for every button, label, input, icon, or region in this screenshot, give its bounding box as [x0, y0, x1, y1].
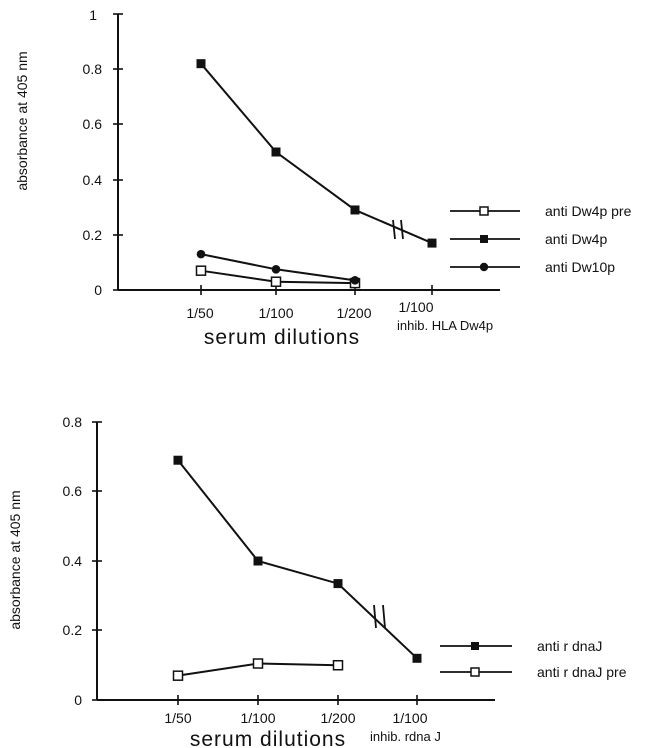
chart-1-y-axis-title: absorbance at 405 nm [14, 51, 30, 190]
chart-1-legend-marker [479, 262, 489, 272]
chart-1-x-tick-label: 1/50 [186, 305, 213, 321]
chart-1-legend-marker [480, 235, 488, 243]
chart-1-legend-label: anti Dw4p [545, 231, 607, 247]
chart-1-legend-label: anti Dw10p [545, 259, 615, 275]
chart-2-y-tick-label: 0.2 [63, 622, 83, 638]
chart-1-data-point [350, 205, 360, 215]
chart-2-axis-break [382, 604, 386, 629]
chart-1-data-point [427, 238, 437, 248]
chart-1-data-point [270, 276, 282, 287]
chart-2-x-tick-label: 1/100 [240, 710, 275, 726]
chart-1-y-tick-label: 0.4 [83, 172, 103, 188]
chart-1-data-point [271, 265, 281, 274]
chart-1-series-group [195, 59, 437, 289]
chart-1-y-tick-label: 0 [94, 282, 102, 298]
chart-2-x-tick-label: 1/100 [392, 710, 427, 726]
chart-1-y-tick-label: 0.8 [83, 61, 103, 77]
chart-2-y-axis-title: absorbance at 405 nm [7, 490, 23, 629]
chart-1-y-tick-label: 0.6 [83, 116, 103, 132]
chart-1-axis-break [392, 219, 396, 240]
chart-1-y-tick-label: 0.2 [83, 227, 103, 243]
chart-1-x-tick-label: 1/100 [258, 305, 293, 321]
chart-1-data-point [350, 276, 360, 285]
chart-2-data-point [253, 556, 263, 566]
chart-2-axis-break [373, 604, 377, 629]
chart-1: 0 0.2 0.4 0.6 0.8 1 1/50 1/100 1/200 1/1… [14, 7, 632, 349]
chart-2-legend-marker [471, 642, 479, 650]
chart-2-data-point [173, 455, 183, 465]
chart-2-data-point [252, 658, 264, 669]
chart-1-x-axis-title: serum dilutions [204, 326, 360, 349]
chart-2-data-point [333, 579, 343, 589]
chart-2-y-tick-label: 0.6 [63, 483, 83, 499]
chart-1-x-tick-label: 1/100 [398, 299, 433, 315]
chart-2-series-line [177, 459, 418, 660]
chart-1-y-tick-label: 1 [89, 7, 97, 23]
chart-2-y-tick-label: 0 [74, 692, 82, 708]
chart-2-y-tick-label: 0.8 [63, 414, 83, 430]
chart-1-data-point [271, 147, 281, 157]
chart-2: 0 0.2 0.4 0.6 0.8 1/50 1/100 1/200 1/100… [7, 414, 627, 748]
chart-2-legend-label: anti r dnaJ pre [537, 664, 627, 680]
chart-1-legend: anti Dw4p pre anti Dw4p anti Dw10p [450, 203, 632, 275]
chart-1-x-note: inhib. HLA Dw4p [397, 318, 493, 333]
chart-2-legend-marker [470, 667, 480, 677]
chart-2-x-axis-title: serum dilutions [190, 728, 346, 748]
chart-2-data-point [332, 660, 344, 671]
chart-2-x-tick-label: 1/50 [164, 710, 191, 726]
chart-2-y-tick-label: 0.4 [63, 553, 83, 569]
chart-2-series-group [172, 455, 422, 681]
chart-1-x-tick-label: 1/200 [336, 305, 371, 321]
chart-1-data-point [196, 249, 206, 259]
chart-1-series-line [200, 63, 433, 244]
chart-2-legend: anti r dnaJ anti r dnaJ pre [440, 638, 627, 680]
chart-1-legend-marker [479, 206, 489, 216]
chart-2-x-note: inhib. rdna J [370, 729, 441, 744]
chart-1-legend-label: anti Dw4p pre [545, 203, 632, 219]
chart-1-data-point [196, 59, 206, 69]
chart-1-data-point [195, 265, 207, 276]
chart-2-x-tick-label: 1/200 [320, 710, 355, 726]
chart-2-legend-label: anti r dnaJ [537, 638, 602, 654]
chart-2-data-point [412, 653, 422, 663]
chart-2-data-point [172, 670, 184, 681]
